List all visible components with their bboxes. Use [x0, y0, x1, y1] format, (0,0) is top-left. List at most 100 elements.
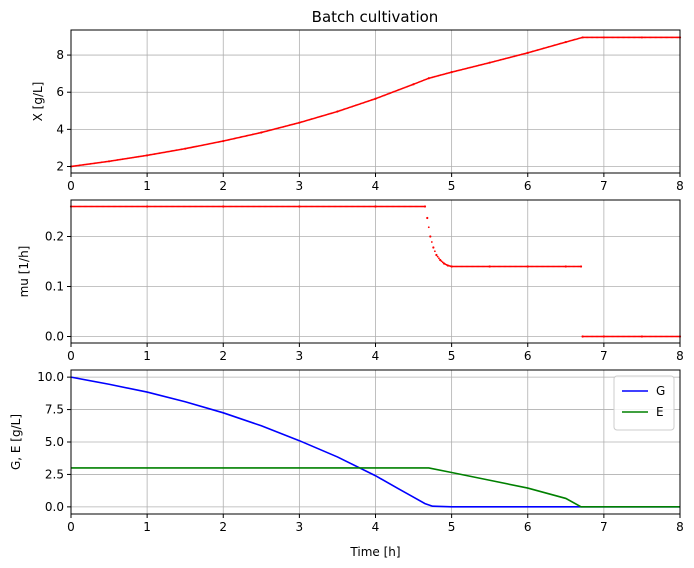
series-growth-rate-point [438, 257, 440, 260]
series-growth-rate-point [423, 205, 427, 208]
y-tick-label: 7.5 [45, 403, 64, 417]
series-growth-rate-point [573, 265, 576, 268]
series-growth-rate-point [586, 335, 589, 338]
x-tick-label: 2 [219, 520, 227, 534]
y-tick-label: 2 [56, 160, 64, 174]
series-growth-rate-point [596, 335, 599, 338]
series-growth-rate-point [440, 260, 443, 263]
series-biomass-point [587, 36, 590, 39]
y-tick-label: 4 [56, 122, 64, 136]
x-tick-label: 5 [448, 349, 456, 363]
x-tick-label: 5 [448, 520, 456, 534]
series-growth-rate-point [433, 250, 436, 253]
y-tick-label: 0.0 [45, 500, 64, 514]
x-axis-label: Time [h] [349, 545, 400, 559]
series-growth-rate-point [572, 265, 575, 268]
x-tick-label: 2 [219, 349, 227, 363]
x-tick-label: 6 [524, 349, 532, 363]
x-tick-label: 0 [67, 520, 75, 534]
legend-box [613, 375, 675, 431]
series-biomass-point [585, 36, 588, 39]
x-tick-label: 2 [219, 179, 227, 193]
x-tick-label: 1 [143, 179, 151, 193]
series-e-line [71, 467, 680, 508]
series-growth-rate-point [585, 335, 588, 338]
series-growth-rate-point [590, 335, 593, 338]
series-biomass-point [592, 36, 595, 39]
x-tick-label: 3 [296, 520, 304, 534]
series-biomass-point [589, 36, 591, 39]
legend-label-g: G [656, 384, 665, 398]
x-tick-label: 3 [296, 349, 304, 363]
series-biomass-point [600, 36, 603, 39]
figure-title: Batch cultivation [312, 8, 439, 26]
series-growth-rate-point [569, 265, 572, 268]
series-growth-rate-point [584, 335, 586, 338]
series-growth-rate-point [432, 246, 435, 249]
series-g-line [70, 376, 680, 508]
y-tick-label: 8 [56, 48, 64, 62]
series-growth-rate-point [427, 226, 430, 229]
series-biomass-point [591, 36, 594, 39]
series-biomass-point [595, 36, 598, 39]
x-tick-label: 6 [524, 520, 532, 534]
x-tick-label: 1 [143, 349, 151, 363]
series-biomass-point [586, 36, 589, 39]
y-axis-label: X [g/L] [31, 82, 45, 122]
y-axis-label: mu [1/h] [17, 246, 31, 298]
y-tick-label: 5.0 [45, 435, 64, 449]
series-growth-rate-point [566, 265, 568, 268]
series-growth-rate-point [571, 265, 574, 268]
x-tick-label: 7 [600, 520, 608, 534]
panel-biomass: 0 1 2 3 4 5 6 7 8 2 4 6 8 X [g/L] [31, 29, 684, 193]
y-tick-label: 10.0 [37, 370, 64, 384]
x-tick-label: 6 [524, 179, 532, 193]
series-growth-rate-point [597, 335, 600, 338]
series-growth-rate-point [594, 335, 596, 338]
series-growth-rate-point [591, 335, 594, 338]
legend: GE [613, 375, 675, 431]
series-growth-rate-point [426, 216, 429, 220]
series-growth-rate-point [587, 335, 590, 338]
series-growth-rate-point [576, 265, 579, 268]
x-tick-label: 5 [448, 179, 456, 193]
series-growth-rate-point [577, 265, 580, 268]
series-growth-rate-point [592, 335, 595, 338]
x-tick-label: 8 [676, 179, 684, 193]
x-tick-label: 0 [67, 349, 75, 363]
x-tick-label: 0 [67, 179, 75, 193]
x-tick-label: 8 [676, 349, 684, 363]
series-biomass-point [584, 36, 586, 39]
series-growth-rate-point [564, 265, 567, 268]
series-growth-rate-point [568, 265, 571, 268]
x-tick-label: 7 [600, 349, 608, 363]
series-growth-rate-point [579, 265, 583, 268]
series-growth-rate-point [582, 335, 585, 338]
series-growth-rate-point [575, 265, 577, 268]
x-tick-label: 3 [296, 179, 304, 193]
panel-glucose-ethanol: 0 1 2 3 4 5 6 7 8 0.0 2.5 5.0 7.5 10.0 G, E [g/L] Time … [9, 369, 684, 559]
series-growth-rate-point [599, 335, 602, 338]
series-biomass-point [582, 36, 585, 39]
series-growth-rate-point [439, 258, 442, 262]
legend-label-e: E [656, 405, 664, 419]
series-biomass-point [596, 36, 599, 39]
y-tick-label: 2.5 [45, 467, 64, 481]
series-biomass-point [599, 36, 602, 39]
y-tick-label: 0.2 [45, 230, 64, 244]
x-tick-label: 4 [372, 179, 380, 193]
x-tick-label: 4 [372, 520, 380, 534]
series-growth-rate-point [430, 241, 433, 243]
series-growth-rate-point [436, 255, 439, 258]
series-biomass-point [597, 36, 600, 39]
x-tick-label: 4 [372, 349, 380, 363]
series-growth-rate-point [600, 335, 603, 338]
series-biomass-point [590, 36, 593, 39]
series-growth-rate-point [567, 265, 570, 268]
series-biomass-point [594, 36, 596, 39]
series-growth-rate-point [589, 335, 591, 338]
x-tick-label: 1 [143, 520, 151, 534]
x-tick-label: 8 [676, 520, 684, 534]
y-tick-label: 0.0 [45, 330, 64, 344]
